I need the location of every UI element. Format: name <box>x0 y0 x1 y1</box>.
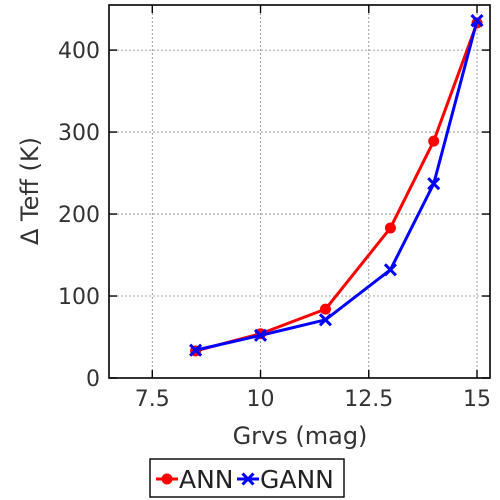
data-point-gann <box>427 177 441 191</box>
x-tick-label: 15 <box>463 387 491 412</box>
legend-item-ann: ANN <box>156 465 234 494</box>
marker-stroke <box>427 177 441 191</box>
legend-marker-ann <box>161 473 173 485</box>
series-line-ann <box>195 22 479 353</box>
marker-stroke <box>241 472 255 486</box>
y-tick-label: 100 <box>58 285 100 310</box>
legend-item-gann: GANN <box>237 465 334 494</box>
data-point-ann <box>428 135 440 147</box>
marker-stroke <box>253 328 268 342</box>
data-point-ann <box>384 222 396 234</box>
axis-ticks: 7.5 10 12.5 15 0 100 200 300 400 <box>58 5 491 412</box>
x-tick-label: 10 <box>247 387 275 412</box>
legend: ANN GANN <box>149 458 345 498</box>
data-point-gann <box>383 263 397 277</box>
y-tick-label: 0 <box>86 367 100 392</box>
marker-stroke <box>318 313 333 327</box>
legend-label-ann: ANN <box>179 465 234 494</box>
x-axis-title: Grvs (mag) <box>233 422 368 450</box>
data-point-ann <box>319 303 331 315</box>
grid <box>109 5 490 378</box>
data-point-gann <box>470 14 484 28</box>
data-point-gann <box>253 328 268 342</box>
y-tick-label: 400 <box>58 39 100 64</box>
y-tick-label: 300 <box>58 121 100 146</box>
legend-label-gann: GANN <box>260 465 334 494</box>
y-axis-title: Δ Teff (K) <box>16 137 44 245</box>
marker-stroke <box>189 343 203 357</box>
series-line-gann <box>195 20 479 352</box>
legend-marker-gann <box>241 472 255 486</box>
x-tick-label: 12.5 <box>344 387 393 412</box>
marker-stroke <box>383 263 397 277</box>
x-tick-label: 7.5 <box>135 387 170 412</box>
marker-stroke <box>470 14 484 28</box>
series-gann <box>189 14 484 357</box>
data-point-gann <box>189 343 203 357</box>
series-layer <box>189 14 484 357</box>
plot-frame <box>108 4 491 379</box>
y-tick-label: 200 <box>58 203 100 228</box>
data-point-gann <box>318 313 333 327</box>
